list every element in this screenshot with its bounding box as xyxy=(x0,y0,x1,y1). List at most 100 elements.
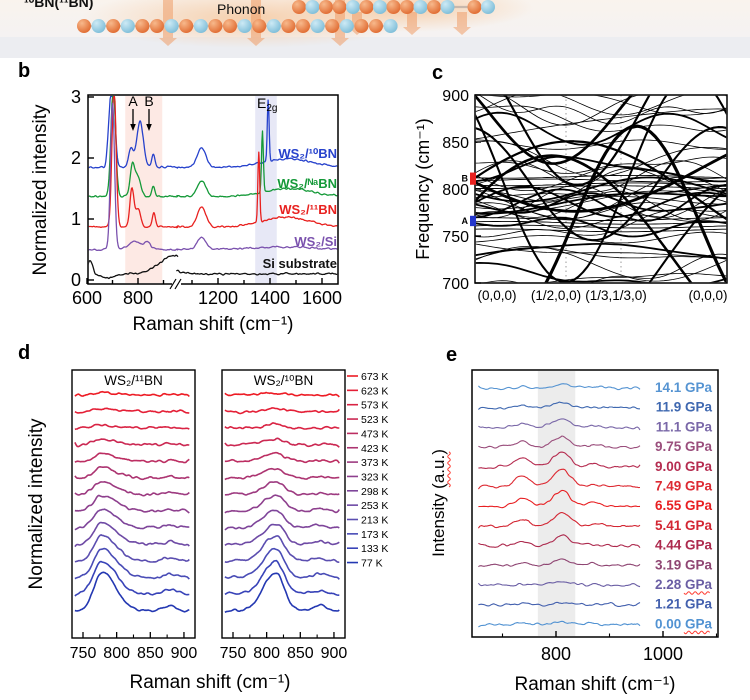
y-tick-label: 700 xyxy=(442,276,469,293)
axis-break-mask xyxy=(172,280,181,289)
peak-annotation: A xyxy=(128,93,138,109)
x-tick-label: 1000 xyxy=(643,644,683,664)
shaded-band xyxy=(255,96,277,283)
pressure-label: 6.55 GPa xyxy=(655,498,713,513)
spectrum-3 xyxy=(176,236,338,251)
temperature-spectrum xyxy=(74,480,190,497)
y-tick-label: 800 xyxy=(442,182,469,199)
temperature-spectrum xyxy=(224,437,340,448)
phonon-band xyxy=(475,95,727,283)
plot-frame xyxy=(87,94,339,285)
phonon-band xyxy=(475,185,727,218)
phonon-schematic-strip: ¹⁰BN(¹¹BN) Phonon xyxy=(0,0,750,58)
spectra-group xyxy=(477,383,641,628)
boron-atom xyxy=(223,19,237,33)
spellcheck-squiggle xyxy=(683,630,711,635)
nitrogen-atom xyxy=(346,0,360,14)
x-tick-label: 1600 xyxy=(302,288,342,308)
phonon-band xyxy=(475,217,727,221)
phonon-band xyxy=(475,228,727,233)
x-axis-title: Raman shift (cm⁻¹) xyxy=(515,674,676,695)
legend-label: 213 K xyxy=(361,515,388,527)
phonon-band xyxy=(475,224,727,229)
y-tick-label: 850 xyxy=(442,135,469,152)
legend-label: 523 K xyxy=(361,414,388,426)
pressure-label: 4.44 GPa xyxy=(655,538,713,553)
temperature-spectrum xyxy=(224,467,340,481)
panel-letter-d: d xyxy=(18,342,31,364)
y-axis-title-group: Intensity (a.u.) xyxy=(429,449,451,557)
pressure-spectrum xyxy=(478,601,641,607)
y-axis-title: Frequency (cm⁻¹) xyxy=(413,118,433,260)
phonon-band xyxy=(475,184,727,222)
isotope-corner-label: ¹⁰BN(¹¹BN) xyxy=(24,0,94,10)
axis-break-slash xyxy=(174,278,182,290)
temperature-spectrum xyxy=(74,534,190,563)
phonon-band xyxy=(475,174,727,179)
y-tick-label: 750 xyxy=(442,229,469,246)
nitrogen-atom xyxy=(237,19,252,33)
spectrum-4 xyxy=(176,269,338,276)
nitrogen-atom xyxy=(91,19,106,33)
x-tick-label: 750 xyxy=(220,645,247,662)
temperature-spectrum xyxy=(74,407,190,414)
temperature-spectrum xyxy=(74,423,190,431)
temperature-spectrum xyxy=(224,494,340,514)
temperature-spectrum xyxy=(74,494,190,514)
y-axis-title: Intensity (a.u.) xyxy=(429,449,448,557)
pressure-spectrum xyxy=(477,468,641,490)
spectrum-4 xyxy=(88,254,179,280)
y-axis-title: Normalized intensity xyxy=(26,418,47,590)
x-tick-label: 800 xyxy=(103,645,130,662)
temperature-legend: 673 K 623 K 573 K 523 K 473 K 423 K 373 K 323 K… xyxy=(347,371,388,570)
x-tick-label: 800 xyxy=(253,645,280,662)
nitrogen-atom xyxy=(120,19,135,33)
pressure-label: 5.41 GPa xyxy=(655,518,713,533)
nitrogen-atom xyxy=(310,19,325,33)
temperature-spectrum xyxy=(224,391,340,398)
nitrogen-atom xyxy=(373,0,387,14)
pressure-spectrum xyxy=(478,451,641,469)
pressure-label: 9.75 GPa xyxy=(655,439,713,454)
x-axis-title: Raman shift (cm⁻¹) xyxy=(133,314,294,335)
spectrum-3 xyxy=(88,102,179,252)
temperature-spectrum xyxy=(224,451,340,464)
boron-atom xyxy=(427,0,441,14)
boron-atom xyxy=(354,19,369,33)
mode-marker-label: B xyxy=(462,174,469,184)
boron-atom xyxy=(325,19,340,33)
panel-e-pressure-raman-chart: 14.1 GPa 11.9 GPa 11.1 GPa 9.75 GPa 9.00 GPa… xyxy=(429,369,719,695)
pressure-label: 1.21 GPa xyxy=(655,597,713,612)
axis-break-slash xyxy=(169,278,177,290)
phonon-band xyxy=(475,185,727,189)
temperature-spectrum xyxy=(74,521,190,548)
boron-atom xyxy=(106,19,121,33)
phonon-band xyxy=(475,95,684,116)
y-axis-title: Normalized intensity xyxy=(30,104,51,276)
phonon-band xyxy=(475,220,727,225)
x-tick-label: 600 xyxy=(72,288,102,308)
phonon-band xyxy=(475,202,727,220)
boron-atom xyxy=(359,0,374,14)
y-tick-label: 0 xyxy=(71,270,81,290)
x-tick-label: (1/2,0,0) xyxy=(531,288,581,303)
series-label: WS₂/ᴺᵃBN xyxy=(277,176,337,191)
legend-label: 77 K xyxy=(361,558,383,570)
series-label: WS₂/¹¹BN xyxy=(279,202,337,217)
temperature-spectrum xyxy=(224,523,340,546)
temperature-spectrum xyxy=(224,559,340,597)
phonon-band xyxy=(490,95,727,116)
phonon-band xyxy=(485,253,727,283)
spectrum-0 xyxy=(88,96,179,169)
temperature-spectrum xyxy=(224,509,340,531)
temperature-spectrum xyxy=(74,508,190,531)
shaded-band xyxy=(537,371,576,636)
legend-label: 323 K xyxy=(361,471,388,483)
pressure-spectrum xyxy=(478,620,641,628)
series-label: WS₂/Si xyxy=(294,234,337,249)
boron-atom xyxy=(296,19,310,33)
boron-atom xyxy=(369,19,383,33)
boron-atom xyxy=(208,19,223,33)
phonon-band xyxy=(475,108,727,140)
temperature-spectrum xyxy=(224,547,340,580)
